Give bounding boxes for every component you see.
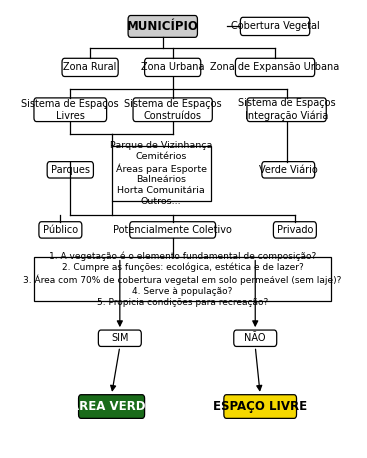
FancyBboxPatch shape xyxy=(145,58,201,76)
Text: Privado: Privado xyxy=(277,225,313,235)
FancyBboxPatch shape xyxy=(262,162,315,178)
Text: ESPAÇO LIVRE: ESPAÇO LIVRE xyxy=(213,400,307,413)
FancyBboxPatch shape xyxy=(98,330,141,346)
FancyBboxPatch shape xyxy=(62,58,118,76)
Text: Sistema de Espaços
Construídos: Sistema de Espaços Construídos xyxy=(124,99,222,121)
FancyBboxPatch shape xyxy=(247,98,326,121)
Text: Público: Público xyxy=(43,225,78,235)
Text: 1. A vegetação é o elemento fundamental de composição?
2. Cumpre as funções: eco: 1. A vegetação é o elemento fundamental … xyxy=(23,251,342,306)
FancyBboxPatch shape xyxy=(47,162,94,178)
FancyBboxPatch shape xyxy=(224,395,297,418)
Text: NÃO: NÃO xyxy=(244,333,266,343)
FancyBboxPatch shape xyxy=(240,17,310,36)
Text: Potencialmente Coletivo: Potencialmente Coletivo xyxy=(113,225,232,235)
FancyBboxPatch shape xyxy=(235,58,315,76)
FancyBboxPatch shape xyxy=(128,16,197,38)
Text: Sistema de Espaços
Integração Viária: Sistema de Espaços Integração Viária xyxy=(238,98,335,121)
Text: SIM: SIM xyxy=(111,333,128,343)
Text: Verde Viário: Verde Viário xyxy=(259,165,318,175)
FancyBboxPatch shape xyxy=(234,330,277,346)
Text: Cobertura Vegetal: Cobertura Vegetal xyxy=(231,22,319,32)
FancyBboxPatch shape xyxy=(112,146,211,201)
FancyBboxPatch shape xyxy=(130,222,215,238)
FancyBboxPatch shape xyxy=(34,257,331,301)
Text: Parques: Parques xyxy=(51,165,90,175)
Text: ÁREA VERDE: ÁREA VERDE xyxy=(70,400,153,413)
Text: Sistema de Espaços
Livres: Sistema de Espaços Livres xyxy=(22,99,119,121)
Text: Zona Urbana: Zona Urbana xyxy=(141,62,204,72)
FancyBboxPatch shape xyxy=(273,222,316,238)
Text: Zona de Expansão Urbana: Zona de Expansão Urbana xyxy=(210,62,340,72)
FancyBboxPatch shape xyxy=(39,222,82,238)
FancyBboxPatch shape xyxy=(133,98,212,121)
Text: Zona Rural: Zona Rural xyxy=(63,62,117,72)
Text: Parque de Vizinhança
Cemitérios
Áreas para Esporte
Balneários
Horta Comunitária
: Parque de Vizinhança Cemitérios Áreas pa… xyxy=(110,141,212,206)
Text: MUNICÍPIO: MUNICÍPIO xyxy=(127,20,199,33)
FancyBboxPatch shape xyxy=(34,98,107,121)
FancyBboxPatch shape xyxy=(79,395,145,418)
